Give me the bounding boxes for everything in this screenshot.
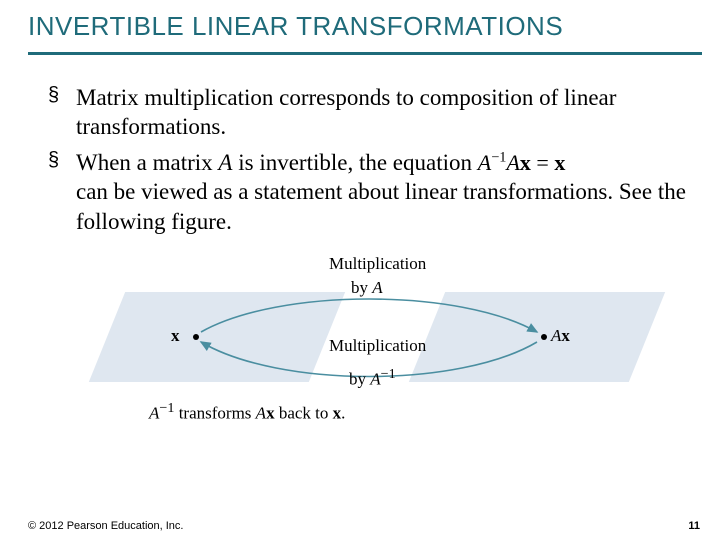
label-Ax-x: x	[561, 326, 570, 345]
cap-Axx: x	[266, 404, 275, 423]
label-byAinv-sup: −1	[381, 366, 396, 382]
domain-plane	[89, 292, 345, 382]
eq-Ainv-sup: −1	[491, 149, 506, 165]
label-byA-pre: by	[351, 278, 372, 297]
equation: A−1Ax = x	[478, 150, 566, 175]
eq-Ainv-A: A	[478, 150, 491, 175]
eq-A: A	[506, 150, 519, 175]
label-Ax: Ax	[551, 326, 570, 346]
page-number: 11	[688, 520, 700, 532]
bullet-2-post: can be viewed as a statement about linea…	[76, 179, 686, 233]
cap-end: .	[341, 404, 345, 423]
bullet-2-mid: is invertible, the equation	[232, 150, 477, 175]
label-mult-top: Multiplication	[329, 254, 426, 274]
codomain-plane	[409, 292, 665, 382]
label-byA-A: A	[372, 278, 382, 297]
copyright-text: © 2012 Pearson Education, Inc.	[28, 520, 183, 532]
label-byAinv-pre: by	[349, 370, 370, 389]
cap-x2: x	[333, 404, 342, 423]
cap-sup: −1	[159, 400, 174, 416]
label-byAinv-A: A	[370, 370, 380, 389]
eq-rhs: x	[554, 150, 565, 175]
slide-header: INVERTIBLE LINEAR TRANSFORMATIONS	[0, 0, 720, 48]
bullet-2-pre: When a matrix	[76, 150, 218, 175]
bullet-1-text: Matrix multiplication corresponds to com…	[76, 85, 616, 139]
label-Ax-A: A	[551, 326, 561, 345]
label-by-A: by A	[351, 278, 383, 298]
bullet-2-var: A	[218, 150, 232, 175]
bullet-list: Matrix multiplication corresponds to com…	[48, 83, 690, 236]
transformation-figure: x Ax Multiplication by A Multiplication …	[89, 248, 649, 418]
cap-AxA: A	[256, 404, 266, 423]
eq-equals: =	[531, 150, 554, 175]
bullet-1: Matrix multiplication corresponds to com…	[48, 83, 690, 142]
cap-A: A	[149, 404, 159, 423]
cap-mid1: transforms	[174, 404, 255, 423]
slide-content: Matrix multiplication corresponds to com…	[0, 55, 720, 418]
figure-caption: A−1 transforms Ax back to x.	[149, 400, 345, 424]
label-by-Ainv: by A−1	[349, 366, 396, 390]
cap-mid2: back to	[275, 404, 333, 423]
eq-x: x	[520, 150, 531, 175]
page-title: INVERTIBLE LINEAR TRANSFORMATIONS	[28, 12, 692, 42]
slide-footer: © 2012 Pearson Education, Inc. 11	[28, 520, 700, 532]
label-x: x	[171, 326, 180, 346]
label-mult-mid: Multiplication	[329, 336, 426, 356]
bullet-2: When a matrix A is invertible, the equat…	[48, 148, 690, 236]
